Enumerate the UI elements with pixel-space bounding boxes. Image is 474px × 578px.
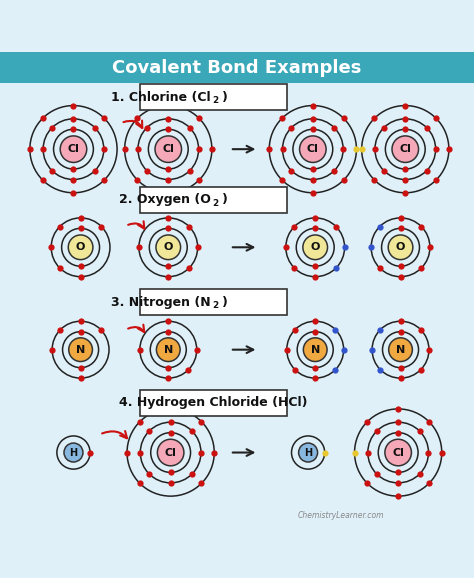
Circle shape bbox=[156, 235, 181, 260]
Text: N: N bbox=[396, 344, 405, 355]
Text: O: O bbox=[164, 242, 173, 252]
Text: O: O bbox=[396, 242, 405, 252]
Text: O: O bbox=[310, 242, 320, 252]
Text: O: O bbox=[76, 242, 85, 252]
Circle shape bbox=[69, 338, 92, 361]
Text: Cl: Cl bbox=[307, 144, 319, 154]
Text: 2: 2 bbox=[212, 199, 218, 208]
Circle shape bbox=[156, 338, 180, 361]
Text: ): ) bbox=[222, 91, 228, 103]
Circle shape bbox=[299, 443, 318, 462]
Text: Cl: Cl bbox=[392, 447, 404, 458]
Text: H: H bbox=[304, 447, 312, 458]
Text: Cl: Cl bbox=[399, 144, 411, 154]
Circle shape bbox=[389, 338, 412, 361]
FancyBboxPatch shape bbox=[140, 187, 287, 213]
Text: 2. Oxygen (O: 2. Oxygen (O bbox=[119, 194, 211, 206]
Text: N: N bbox=[164, 344, 173, 355]
Text: 2: 2 bbox=[212, 96, 218, 105]
Text: N: N bbox=[310, 344, 320, 355]
Circle shape bbox=[300, 136, 326, 162]
Text: ): ) bbox=[222, 194, 228, 206]
FancyBboxPatch shape bbox=[140, 84, 287, 110]
Text: 1. Chlorine (Cl: 1. Chlorine (Cl bbox=[111, 91, 211, 103]
Text: 2: 2 bbox=[212, 301, 218, 310]
Circle shape bbox=[388, 235, 413, 260]
Circle shape bbox=[157, 439, 184, 466]
Circle shape bbox=[303, 235, 328, 260]
Circle shape bbox=[303, 338, 327, 361]
Text: ChemistryLearner.com: ChemistryLearner.com bbox=[298, 512, 384, 520]
Text: ): ) bbox=[222, 296, 228, 309]
Text: Cl: Cl bbox=[164, 447, 177, 458]
Text: Covalent Bond Examples: Covalent Bond Examples bbox=[112, 58, 362, 77]
Circle shape bbox=[64, 443, 83, 462]
Text: Cl: Cl bbox=[162, 144, 174, 154]
FancyBboxPatch shape bbox=[140, 390, 287, 416]
Circle shape bbox=[385, 439, 411, 466]
Circle shape bbox=[60, 136, 87, 162]
Bar bbox=[0, 52, 474, 83]
FancyBboxPatch shape bbox=[140, 290, 287, 315]
Circle shape bbox=[155, 136, 182, 162]
Circle shape bbox=[68, 235, 93, 260]
Text: Cl: Cl bbox=[67, 144, 80, 154]
Text: 3. Nitrogen (N: 3. Nitrogen (N bbox=[111, 296, 211, 309]
Text: 4. Hydrogen Chloride (HCl): 4. Hydrogen Chloride (HCl) bbox=[119, 397, 308, 409]
Text: N: N bbox=[76, 344, 85, 355]
Circle shape bbox=[392, 136, 419, 162]
Text: H: H bbox=[69, 447, 78, 458]
